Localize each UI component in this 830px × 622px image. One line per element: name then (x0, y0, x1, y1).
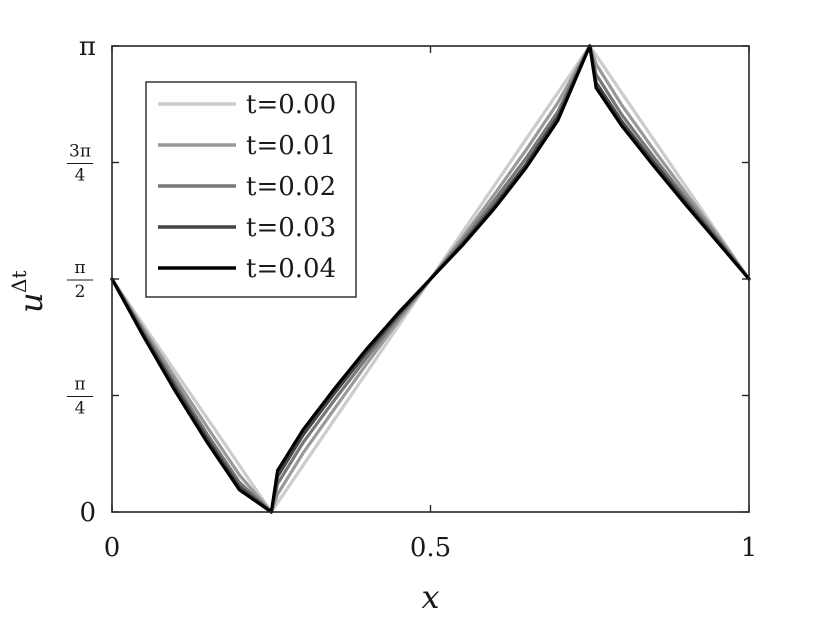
legend-label-1: t=0.01 (246, 131, 336, 161)
y-tick-label-num-1: π (74, 375, 85, 395)
y-tick-label-4: π (79, 32, 96, 62)
y-tick-label-0: 0 (79, 498, 96, 528)
y-tick-label-den-1: 4 (75, 399, 86, 419)
x-tick-label-2: 1 (741, 533, 758, 563)
y-axis-label-superscript: Δt (7, 271, 31, 293)
legend-label-4: t=0.04 (246, 254, 336, 284)
y-tick-label-num-2: π (74, 258, 85, 278)
y-axis-label-base: u (12, 292, 50, 313)
legend-box (145, 81, 357, 298)
axis-labels: x uΔt (7, 271, 440, 616)
y-tick-label-num-3: 3π (69, 142, 91, 162)
x-tick-label-0: 0 (104, 533, 121, 563)
y-tick-label-den-2: 2 (75, 282, 86, 302)
series-line-4 (110, 44, 751, 514)
y-tick-label-den-3: 4 (75, 166, 86, 186)
legend: t=0.00 t=0.01 t=0.02 t=0.03 t=0.04 (145, 81, 357, 298)
ticks-layer: 0 0.5 1 0 π 4 π 2 3π 4 π (67, 32, 757, 563)
x-tick-label-1: 0.5 (410, 533, 451, 563)
legend-label-2: t=0.02 (246, 172, 336, 202)
legend-label-0: t=0.00 (246, 90, 336, 120)
y-axis-label: uΔt (7, 271, 50, 313)
x-axis-label: x (421, 578, 439, 616)
series-layer (110, 44, 751, 514)
legend-label-3: t=0.03 (246, 213, 336, 243)
